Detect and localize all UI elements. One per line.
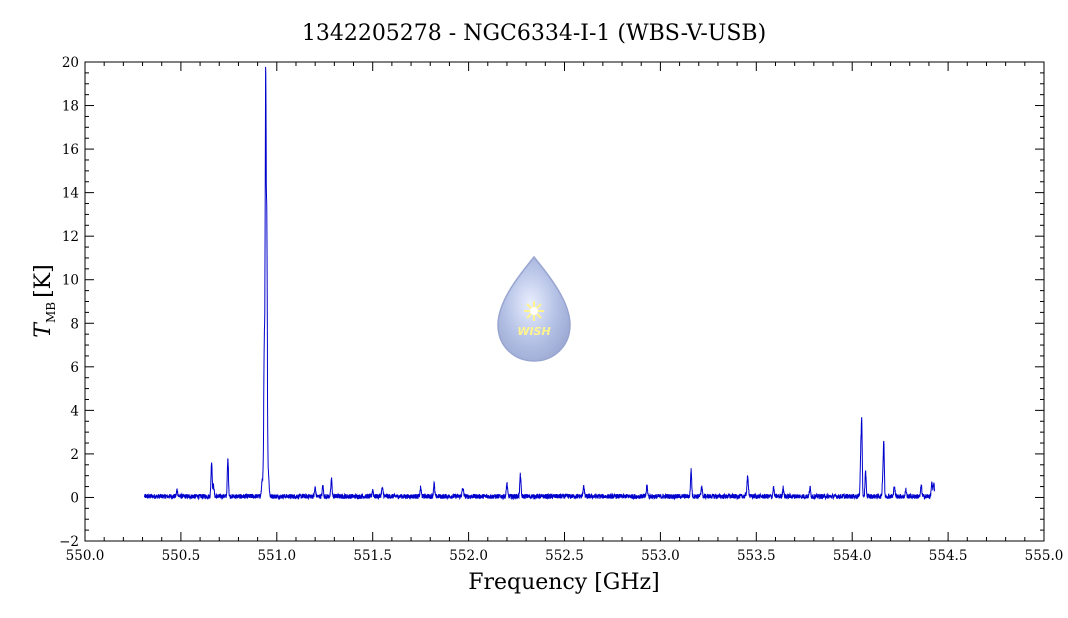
wish-logo: WISH <box>497 255 571 362</box>
x-tick-label: 555.0 <box>1025 548 1064 564</box>
plot-frame <box>84 61 1045 542</box>
y-tick-label: 12 <box>62 229 79 245</box>
y-tick-label: 20 <box>62 55 79 71</box>
y-tick-label: 0 <box>70 490 79 506</box>
y-tick-label: 14 <box>62 186 79 202</box>
x-tick-labels: 550.0 550.5 551.0 551.5 552.0 552.5 553.0 553.5… <box>66 548 1064 564</box>
chart-title: 1342205278 - NGC6334-I-1 (WBS-V-USB) <box>302 21 766 46</box>
x-tick-label: 550.0 <box>66 548 105 564</box>
y-tick-label: 10 <box>62 273 79 289</box>
x-tick-label: 550.5 <box>162 548 201 564</box>
x-tick-label: 554.5 <box>929 548 968 564</box>
y-tick-label: 18 <box>62 99 79 115</box>
x-tick-label: 553.0 <box>641 548 680 564</box>
y-axis-title-main: T <box>31 321 56 338</box>
x-tick-label: 554.0 <box>833 548 872 564</box>
y-axis-title-unit: [K] <box>31 264 56 298</box>
y-axis-title: TMB [K] <box>31 264 58 337</box>
y-tick-label: 2 <box>70 447 79 463</box>
y-axis-title-sub: MB <box>44 302 58 323</box>
y-tick-label: −2 <box>59 534 79 550</box>
x-tick-label: 552.5 <box>545 548 584 564</box>
x-tick-label: 553.5 <box>737 548 776 564</box>
y-tick-label: 6 <box>70 360 79 376</box>
x-tick-label: 551.5 <box>353 548 392 564</box>
x-tick-label: 551.0 <box>257 548 296 564</box>
y-tick-labels: −2 0 2 4 6 8 10 12 14 16 18 20 <box>59 55 79 550</box>
y-tick-label: 16 <box>62 142 79 158</box>
spectrum-line <box>144 66 935 501</box>
svg-text:TMB[K]: TMB [K] <box>31 264 58 337</box>
wish-logo-text: WISH <box>517 325 550 338</box>
y-tick-label: 4 <box>70 403 79 419</box>
x-tick-label: 552.0 <box>449 548 488 564</box>
x-axis-title: Frequency [GHz] <box>468 570 660 595</box>
y-tick-label: 8 <box>70 316 79 332</box>
